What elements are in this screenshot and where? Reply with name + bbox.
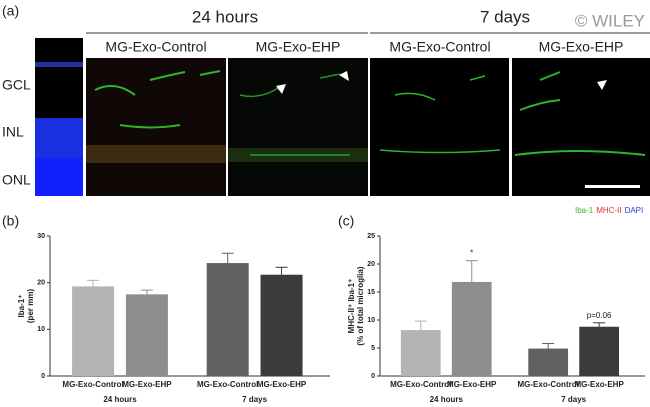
- bar: [72, 286, 115, 376]
- y-tick-label: 20: [367, 261, 375, 268]
- panel-label: (c): [338, 213, 354, 229]
- y-tick-label: 5: [371, 345, 375, 352]
- y-tick-label: 10: [37, 326, 45, 333]
- bar: [579, 326, 620, 376]
- x-tick-label: MG-Exo-EHP: [574, 380, 624, 389]
- watermark: © WILEY: [575, 11, 645, 30]
- group-label: 7 days: [242, 395, 267, 404]
- panel-label: (b): [2, 213, 19, 229]
- y-axis-label: MHC-II⁺ Iba-1⁺: [347, 279, 356, 334]
- condition-label: MG-Exo-Control: [389, 39, 490, 55]
- y-tick-label: 25: [367, 233, 375, 240]
- group-label: 7 days: [561, 395, 586, 404]
- y-tick-label: 30: [37, 233, 45, 240]
- annotation: p=0.06: [587, 311, 612, 320]
- y-axis-label: (per mm): [26, 289, 35, 324]
- bar: [400, 330, 441, 376]
- condition-label: MG-Exo-EHP: [539, 39, 624, 55]
- stain-legend: MHC-II: [596, 206, 621, 215]
- bar: [528, 348, 569, 376]
- x-tick-label: MG-Exo-EHP: [447, 380, 497, 389]
- x-tick-label: MG-Exo-EHP: [122, 380, 172, 389]
- y-tick-label: 20: [37, 280, 45, 287]
- bar: [451, 281, 492, 376]
- group-label: 24 hours: [430, 395, 464, 404]
- layer-label: GCL: [2, 77, 31, 93]
- bar: [125, 294, 168, 376]
- x-tick-label: MG-Exo-Control: [518, 380, 579, 389]
- condition-label: MG-Exo-EHP: [256, 39, 341, 55]
- y-axis-label: Iba-1⁺: [17, 295, 26, 318]
- group-label: 24 hours: [103, 395, 137, 404]
- y-tick-label: 0: [371, 373, 375, 380]
- layer-label: INL: [2, 124, 24, 140]
- panel-label: (a): [2, 3, 19, 19]
- annotation: *: [470, 249, 473, 258]
- y-tick-label: 0: [41, 373, 45, 380]
- x-tick-label: MG-Exo-Control: [197, 380, 258, 389]
- time-label: 24 hours: [192, 7, 258, 26]
- x-tick-label: MG-Exo-EHP: [257, 380, 307, 389]
- y-tick-label: 15: [367, 289, 375, 296]
- stain-legend: Iba-1: [575, 206, 594, 215]
- layer-label: ONL: [2, 172, 31, 188]
- condition-label: MG-Exo-Control: [105, 39, 206, 55]
- y-tick-label: 10: [367, 317, 375, 324]
- x-tick-label: MG-Exo-Control: [390, 380, 451, 389]
- stain-legend: DAPI: [625, 206, 644, 215]
- micrographs: [35, 38, 650, 196]
- x-tick-label: MG-Exo-Control: [62, 380, 123, 389]
- time-label: 7 days: [480, 7, 530, 26]
- y-axis-label: (% of total microglia): [356, 266, 365, 345]
- bar: [206, 263, 249, 376]
- bar: [260, 274, 303, 376]
